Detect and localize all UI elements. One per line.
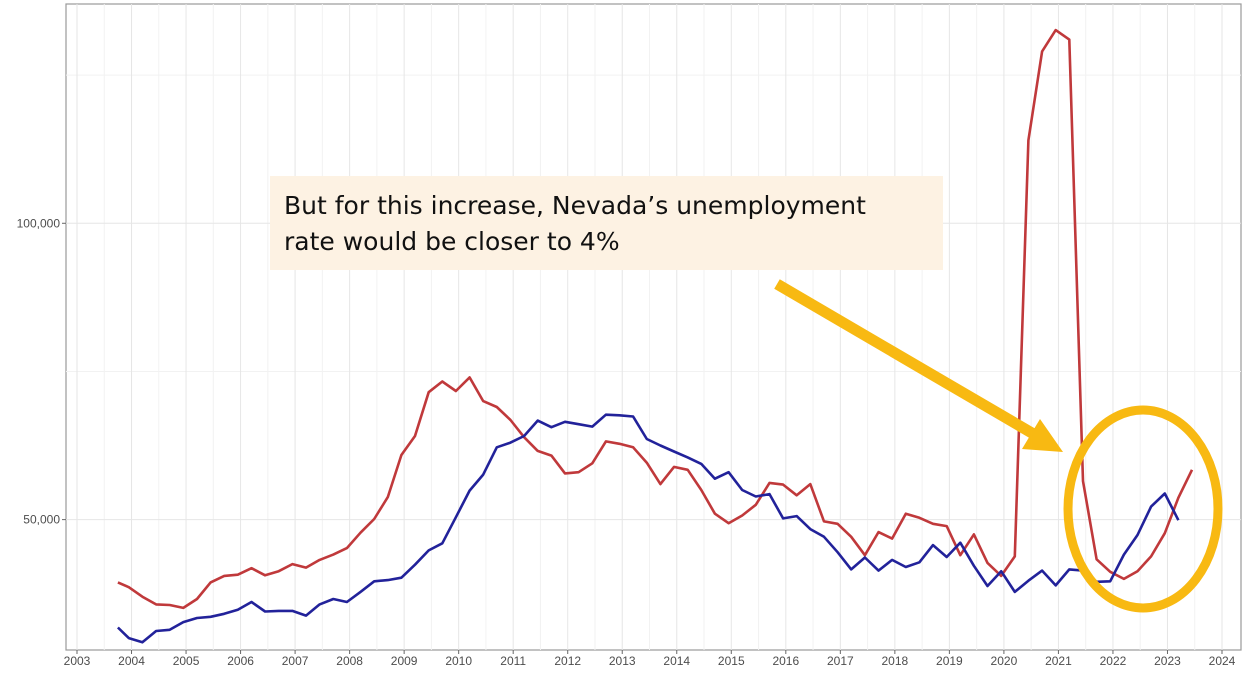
x-tick-label: 2012 [554, 654, 581, 668]
y-tick-label: 50,000 [23, 513, 60, 527]
plot-panel [65, 3, 1242, 651]
x-tick-label: 2022 [1100, 654, 1127, 668]
annotation-text: But for this increase, Nevada’s unemploy… [284, 191, 866, 256]
x-tick-label: 2020 [991, 654, 1018, 668]
grid-lines [66, 4, 1241, 650]
x-tick-label: 2006 [227, 654, 254, 668]
annotation-box: But for this increase, Nevada’s unemploy… [270, 176, 943, 270]
x-tick-label: 2018 [882, 654, 909, 668]
x-tick-label: 2016 [772, 654, 799, 668]
x-tick-label: 2003 [64, 654, 91, 668]
series-line-1 [117, 28, 1194, 610]
x-tick-label: 2019 [936, 654, 963, 668]
x-tick-label: 2007 [282, 654, 309, 668]
annotation-arrow-shaft [774, 279, 1040, 441]
x-tick-label: 2021 [1045, 654, 1072, 668]
series-line-2 [116, 413, 1180, 644]
x-tick-label: 2011 [500, 654, 526, 668]
annotation-arrow-head [1022, 419, 1063, 452]
x-tick-label: 2005 [173, 654, 200, 668]
x-tick-label: 2008 [336, 654, 363, 668]
axis-ticks: 2003 2004 2005 2006 2007 2008 2009 2010 2011 2012… [17, 216, 1236, 668]
x-tick-label: 2023 [1154, 654, 1181, 668]
series-lines [116, 28, 1194, 644]
x-tick-label: 2024 [1209, 654, 1236, 668]
x-tick-label: 2010 [445, 654, 472, 668]
y-tick-label: 100,000 [17, 216, 61, 230]
highlight-ring [1063, 405, 1223, 613]
x-tick-label: 2017 [827, 654, 854, 668]
x-tick-label: 2014 [663, 654, 690, 668]
x-tick-label: 2009 [391, 654, 418, 668]
x-tick-label: 2004 [118, 654, 145, 668]
x-tick-label: 2013 [609, 654, 636, 668]
annotation-overlay [774, 279, 1223, 613]
x-tick-label: 2015 [718, 654, 745, 668]
